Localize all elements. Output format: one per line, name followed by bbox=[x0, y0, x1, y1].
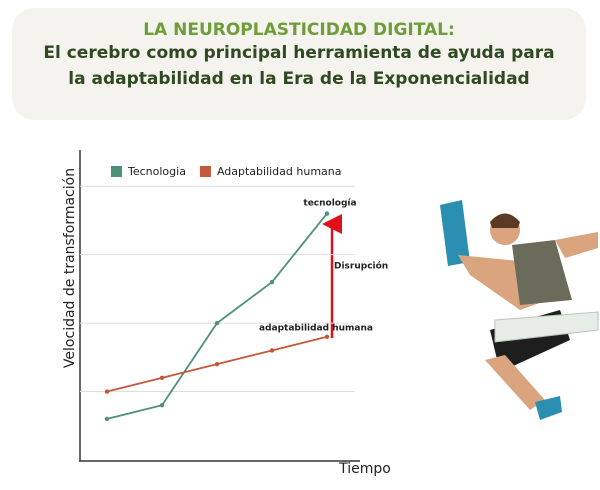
point bbox=[214, 320, 220, 326]
athlete bbox=[440, 200, 599, 420]
point bbox=[269, 279, 275, 285]
subtitle: El cerebro como principal herramienta de… bbox=[43, 43, 555, 63]
title: LA NEUROPLASTICIDAD DIGITAL: bbox=[143, 20, 455, 40]
legend-label: Tecnologia bbox=[127, 165, 186, 178]
point bbox=[214, 361, 220, 367]
point bbox=[159, 375, 165, 381]
point bbox=[324, 211, 330, 216]
header: LA NEUROPLASTICIDAD DIGITAL: El cerebro … bbox=[12, 8, 586, 120]
point bbox=[324, 334, 330, 339]
annotation: adaptabilidad humana bbox=[259, 324, 373, 334]
point bbox=[104, 389, 110, 394]
legend-swatch bbox=[199, 166, 211, 177]
subtitle: la adaptabilidad en la Era de la Exponen… bbox=[68, 69, 530, 89]
point bbox=[269, 348, 275, 353]
legend-label: Adaptabilidad humana bbox=[217, 165, 342, 178]
annotation: tecnología bbox=[303, 199, 356, 209]
x-axis-label: Tiempo bbox=[338, 461, 391, 477]
y-axis-label: Velocidad de transformación bbox=[62, 168, 78, 368]
legend-swatch bbox=[111, 166, 122, 177]
annotation: Disrupción bbox=[334, 261, 388, 272]
point bbox=[159, 403, 165, 408]
point bbox=[104, 416, 110, 422]
series-line bbox=[106, 213, 328, 420]
